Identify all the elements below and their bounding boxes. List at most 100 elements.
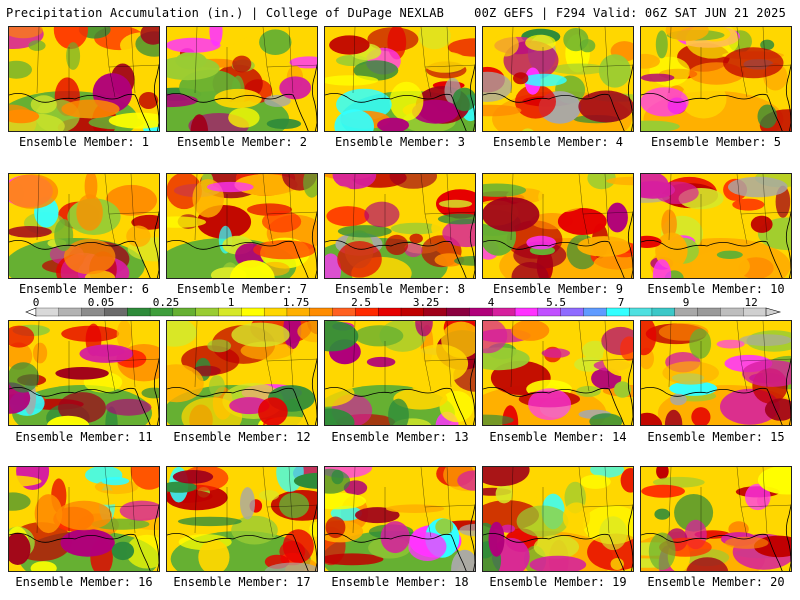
ensemble-map-19 — [482, 466, 634, 572]
ensemble-member-label: Ensemble Member: 13 — [331, 430, 469, 444]
precip-field — [483, 467, 633, 571]
precip-field — [641, 321, 791, 425]
colorbar-segment — [127, 307, 151, 317]
precip-field — [641, 27, 791, 131]
ensemble-map-4 — [482, 26, 634, 132]
ensemble-member-label: Ensemble Member: 4 — [492, 135, 624, 149]
precip-field — [325, 174, 475, 278]
colorbar-tick-label: 3.25 — [413, 296, 440, 309]
state-boundaries — [36, 174, 159, 246]
colorbar-tick-label: 9 — [683, 296, 690, 309]
colorbar-segment — [172, 307, 197, 317]
state-boundaries — [194, 174, 317, 246]
colorbar-min-arrow — [25, 307, 37, 317]
state-boundaries — [668, 27, 791, 99]
state-boundaries — [194, 27, 317, 99]
coastline — [9, 503, 159, 571]
ensemble-member-label: Ensemble Member: 6 — [18, 282, 150, 296]
ensemble-map-7 — [166, 173, 318, 279]
ensemble-member-label: Ensemble Member: 10 — [647, 282, 785, 296]
colorbar-tick-label: 4 — [488, 296, 495, 309]
ensemble-map-14 — [482, 320, 634, 426]
ensemble-member-label: Ensemble Member: 17 — [173, 575, 311, 589]
colorbar-segment — [286, 307, 311, 317]
precip-field — [167, 467, 317, 571]
map-title: Precipitation Accumulation (in.) | Colle… — [6, 6, 445, 20]
ensemble-map-18 — [324, 466, 476, 572]
colorbar-segment — [400, 307, 425, 317]
colorbar-segment — [149, 307, 174, 317]
ensemble-member-label: Ensemble Member: 12 — [173, 430, 311, 444]
ensemble-member-label: Ensemble Member: 14 — [489, 430, 627, 444]
colorbar-segment — [218, 307, 242, 317]
ensemble-member-label: Ensemble Member: 19 — [489, 575, 627, 589]
run-info: 00Z GEFS | F294 Valid: 06Z SAT JUN 21 20… — [474, 6, 786, 20]
state-boundaries — [510, 27, 633, 99]
colorbar-segment — [628, 307, 653, 317]
colorbar-tick-label: 0.05 — [88, 296, 115, 309]
ensemble-member-label: Ensemble Member: 1 — [18, 135, 150, 149]
state-boundaries — [352, 27, 475, 99]
colorbar-tick-label: 0.25 — [153, 296, 180, 309]
ensemble-member-label: Ensemble Member: 8 — [334, 282, 466, 296]
coastline — [483, 357, 633, 425]
precip-field — [167, 174, 317, 278]
ensemble-map-12 — [166, 320, 318, 426]
colorbar-tick-label: 5.5 — [546, 296, 566, 309]
coastline — [641, 357, 791, 425]
colorbar-max-arrow — [765, 307, 782, 317]
state-boundaries — [36, 467, 159, 539]
state-boundaries — [194, 321, 317, 393]
precip-field — [325, 321, 475, 425]
precip-field — [167, 321, 317, 425]
precip-field — [167, 27, 317, 131]
coastline — [167, 357, 317, 425]
ensemble-member-label: Ensemble Member: 3 — [334, 135, 466, 149]
precip-field — [9, 467, 159, 571]
ensemble-member-label: Ensemble Member: 15 — [647, 430, 785, 444]
state-boundaries — [668, 174, 791, 246]
coastline — [9, 63, 159, 131]
colorbar-segment — [81, 307, 105, 317]
colorbar: 0 0.05 0.25 1 1.75 2.5 3.25 4 5.5 7 9 12 — [0, 296, 800, 320]
colorbar-segment — [355, 307, 379, 317]
colorbar-segment — [492, 307, 516, 317]
colorbar-segment — [697, 307, 721, 317]
colorbar-segment — [263, 307, 288, 317]
ensemble-map-2 — [166, 26, 318, 132]
state-boundaries — [352, 467, 475, 539]
ensemble-member-label: Ensemble Member: 9 — [492, 282, 624, 296]
precip-field — [9, 27, 159, 131]
precip-field — [9, 174, 159, 278]
coastline — [483, 63, 633, 131]
coastline — [167, 210, 317, 278]
coastline — [641, 503, 791, 571]
coastline — [9, 357, 159, 425]
state-boundaries — [352, 174, 475, 246]
ensemble-map-16 — [8, 466, 160, 572]
colorbar-segment — [104, 307, 128, 317]
precip-field — [9, 321, 159, 425]
state-boundaries — [510, 321, 633, 393]
ensemble-map-6 — [8, 173, 160, 279]
colorbar-segment — [720, 307, 744, 317]
colorbar-segment — [309, 307, 334, 317]
ensemble-map-11 — [8, 320, 160, 426]
ensemble-map-3 — [324, 26, 476, 132]
coastline — [641, 63, 791, 131]
precip-field — [483, 27, 633, 131]
precip-field — [483, 321, 633, 425]
ensemble-map-8 — [324, 173, 476, 279]
coastline — [167, 503, 317, 571]
coastline — [483, 210, 633, 278]
coastline — [641, 210, 791, 278]
colorbar-segment — [469, 307, 493, 317]
precip-field — [641, 467, 791, 571]
precip-field — [325, 467, 475, 571]
state-boundaries — [194, 467, 317, 539]
colorbar-segment — [332, 307, 356, 317]
ensemble-map-15 — [640, 320, 792, 426]
colorbar-segment — [514, 307, 539, 317]
state-boundaries — [510, 174, 633, 246]
state-boundaries — [668, 321, 791, 393]
